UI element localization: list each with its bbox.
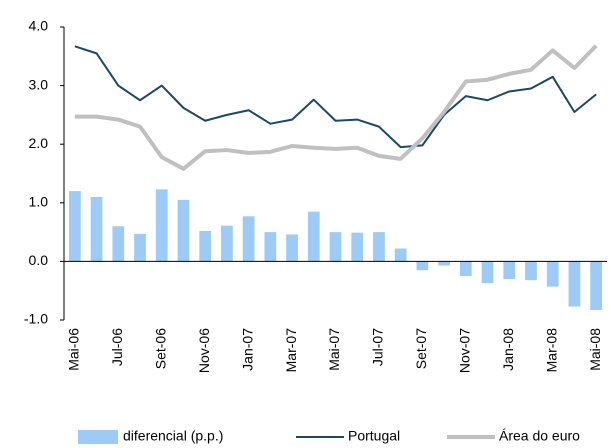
bar <box>416 261 429 271</box>
bar <box>307 211 320 262</box>
y-tick-label: 0.0 <box>29 252 49 268</box>
bar <box>394 248 407 262</box>
bar <box>351 232 364 262</box>
bar <box>329 232 342 262</box>
bar <box>90 196 103 262</box>
bar <box>286 234 298 262</box>
x-tick-label: Jan-08 <box>500 328 516 371</box>
bar <box>438 261 450 266</box>
x-tick-label: Mai-06 <box>66 328 82 371</box>
legend-swatch <box>78 430 118 444</box>
line <box>74 45 597 149</box>
x-tick-label: Jan-07 <box>239 328 255 371</box>
y-tick-label: 1.0 <box>29 194 49 210</box>
y-tick-label: -1.0 <box>24 311 48 327</box>
bar <box>68 191 81 262</box>
legend-label: diferencial (p.p.) <box>123 428 223 444</box>
legend-label: Portugal <box>348 428 400 444</box>
x-tick-label: Mar-07 <box>283 328 299 373</box>
bar <box>242 216 255 262</box>
bar <box>134 233 146 262</box>
bar <box>155 189 168 262</box>
x-tick-label: Jul-07 <box>370 328 386 366</box>
x-tick-label: Nov-07 <box>457 328 473 373</box>
x-tick-label: Mar-08 <box>543 328 559 373</box>
bar <box>264 232 277 262</box>
bar <box>459 261 472 277</box>
bar <box>373 232 385 262</box>
x-tick-label: Mai-08 <box>587 328 603 371</box>
bar <box>112 226 125 262</box>
bar <box>525 261 537 281</box>
x-tick-label: Jul-06 <box>109 328 125 366</box>
line <box>74 44 598 171</box>
legend-label: Área do euro <box>499 428 580 444</box>
x-tick-label: Set-07 <box>413 328 429 369</box>
x-tick-label: Set-06 <box>152 328 168 369</box>
bar <box>503 261 516 279</box>
bar <box>177 199 190 262</box>
y-tick-label: 4.0 <box>29 18 49 34</box>
bar <box>590 261 603 311</box>
bar <box>568 261 581 307</box>
x-tick-label: Nov-06 <box>196 328 212 373</box>
bar <box>546 261 559 287</box>
y-tick-label: 2.0 <box>29 135 49 151</box>
bar <box>221 225 233 262</box>
y-tick-label: 3.0 <box>29 76 49 92</box>
bar <box>481 261 494 284</box>
bar <box>199 230 212 262</box>
x-tick-label: Mai-07 <box>326 328 342 371</box>
